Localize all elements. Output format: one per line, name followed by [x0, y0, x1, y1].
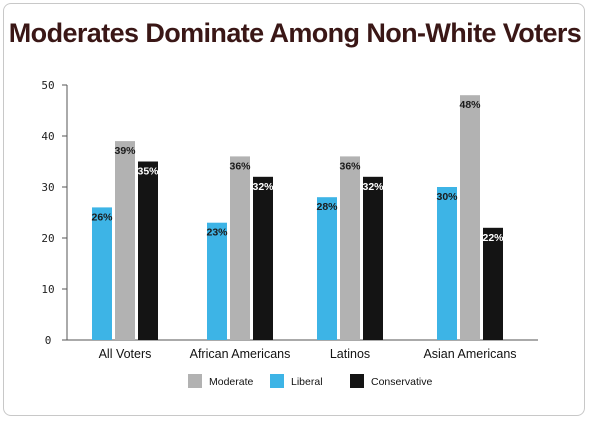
data-label: 39% — [114, 145, 136, 157]
legend-label-conservative: Conservative — [371, 376, 432, 388]
legend-label-moderate: Moderate — [209, 376, 254, 388]
bar-moderate — [340, 156, 360, 340]
y-tick-label: 20 — [41, 232, 54, 245]
legend-label-liberal: Liberal — [291, 376, 323, 388]
y-tick-label: 10 — [41, 283, 54, 296]
data-label: 36% — [229, 160, 251, 172]
x-category-label: All Voters — [99, 347, 152, 361]
legend-swatch-liberal — [270, 374, 284, 388]
bar-moderate — [115, 141, 135, 340]
chart-title: Moderates Dominate Among Non-White Voter… — [8, 18, 582, 48]
x-category-label: African Americans — [190, 347, 291, 361]
data-label: 30% — [436, 191, 458, 203]
data-label: 32% — [252, 181, 274, 193]
y-tick-label: 30 — [41, 181, 54, 194]
y-tick-label: 40 — [41, 130, 54, 143]
x-category-label: Latinos — [330, 347, 370, 361]
bar-conservative — [138, 161, 158, 340]
bar-liberal — [437, 187, 457, 340]
bar-liberal — [207, 222, 227, 340]
data-label: 32% — [362, 181, 384, 193]
y-tick-label: 50 — [41, 79, 54, 92]
bar-conservative — [483, 227, 503, 340]
data-label: 22% — [482, 232, 504, 244]
legend-swatch-conservative — [350, 374, 364, 388]
bar-liberal — [317, 197, 337, 340]
data-label: 26% — [91, 211, 113, 223]
bar-conservative — [363, 176, 383, 340]
bar-liberal — [92, 207, 112, 340]
bar-moderate — [460, 95, 480, 340]
bar-moderate — [230, 156, 250, 340]
bar-conservative — [253, 176, 273, 340]
data-label: 23% — [206, 227, 228, 239]
y-tick-label: 0 — [45, 334, 52, 347]
data-label: 28% — [316, 201, 338, 213]
data-label: 48% — [459, 99, 481, 111]
legend-swatch-moderate — [188, 374, 202, 388]
data-label: 35% — [137, 166, 159, 178]
x-category-label: Asian Americans — [423, 347, 516, 361]
data-label: 36% — [339, 160, 361, 172]
